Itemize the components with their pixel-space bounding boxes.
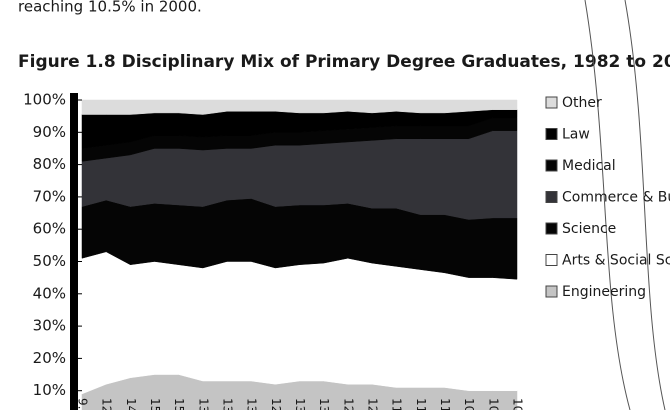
x-tick-label: 10.	[486, 398, 500, 410]
y-tick-label: 20%	[33, 349, 66, 367]
y-tick-label: 70%	[33, 187, 66, 205]
legend-label: Commerce & Business	[562, 190, 670, 206]
legend-label: Engineering	[562, 284, 646, 300]
x-tick-label: 10.	[462, 398, 476, 410]
chart-title: Figure 1.8 Disciplinary Mix of Primary D…	[18, 52, 670, 72]
y-tick-label: 40%	[33, 284, 66, 302]
legend-label: Arts & Social Science	[562, 253, 670, 269]
axis-bar	[70, 93, 78, 410]
page-curl	[624, 0, 666, 410]
y-tick-label: 50%	[33, 252, 66, 270]
x-tick-label: 11.	[390, 398, 404, 410]
x-tick-label: 13.	[221, 398, 235, 410]
x-tick-label: 12.	[341, 398, 355, 410]
legend-swatch	[545, 96, 558, 109]
y-tick-label: 100%	[23, 91, 66, 109]
x-tick-label: 15.	[172, 398, 186, 410]
y-tick-label: 60%	[33, 220, 66, 238]
x-tick-label: 12.	[269, 398, 283, 410]
x-tick-label: 13.	[245, 398, 259, 410]
legend-swatch	[545, 254, 558, 266]
y-tick-label: 80%	[33, 155, 66, 173]
legend-swatch	[545, 159, 558, 172]
legend-label: Other	[562, 95, 602, 111]
y-tick-label: 30%	[33, 317, 66, 335]
legend-swatch	[545, 191, 558, 203]
x-tick-label: 15.	[148, 398, 162, 410]
legend-label: Medical	[562, 158, 616, 174]
y-tick-label: 10%	[33, 381, 66, 399]
x-tick-label: 12.	[366, 398, 380, 410]
x-tick-label: 12.	[100, 398, 114, 410]
x-tick-label: 9.0	[76, 398, 90, 410]
legend-swatch	[545, 128, 558, 140]
page-curl	[584, 0, 631, 410]
x-tick-label: 11.	[438, 398, 452, 410]
x-tick-label: 10.	[511, 398, 525, 410]
x-tick-label: 13.	[293, 398, 307, 410]
x-tick-label: 14.	[124, 398, 138, 410]
area	[81, 99, 518, 115]
x-tick-label: 13.	[196, 398, 210, 410]
legend-swatch	[545, 285, 558, 298]
legend-label: Science	[562, 221, 616, 237]
legend-label: Law	[562, 127, 590, 143]
y-tick-label: 90%	[33, 123, 66, 141]
legend-swatch	[545, 222, 558, 235]
x-tick-label: 11.	[414, 398, 428, 410]
body-text: reaching 10.5% in 2000.	[18, 0, 202, 16]
x-tick-label: 13.	[317, 398, 331, 410]
